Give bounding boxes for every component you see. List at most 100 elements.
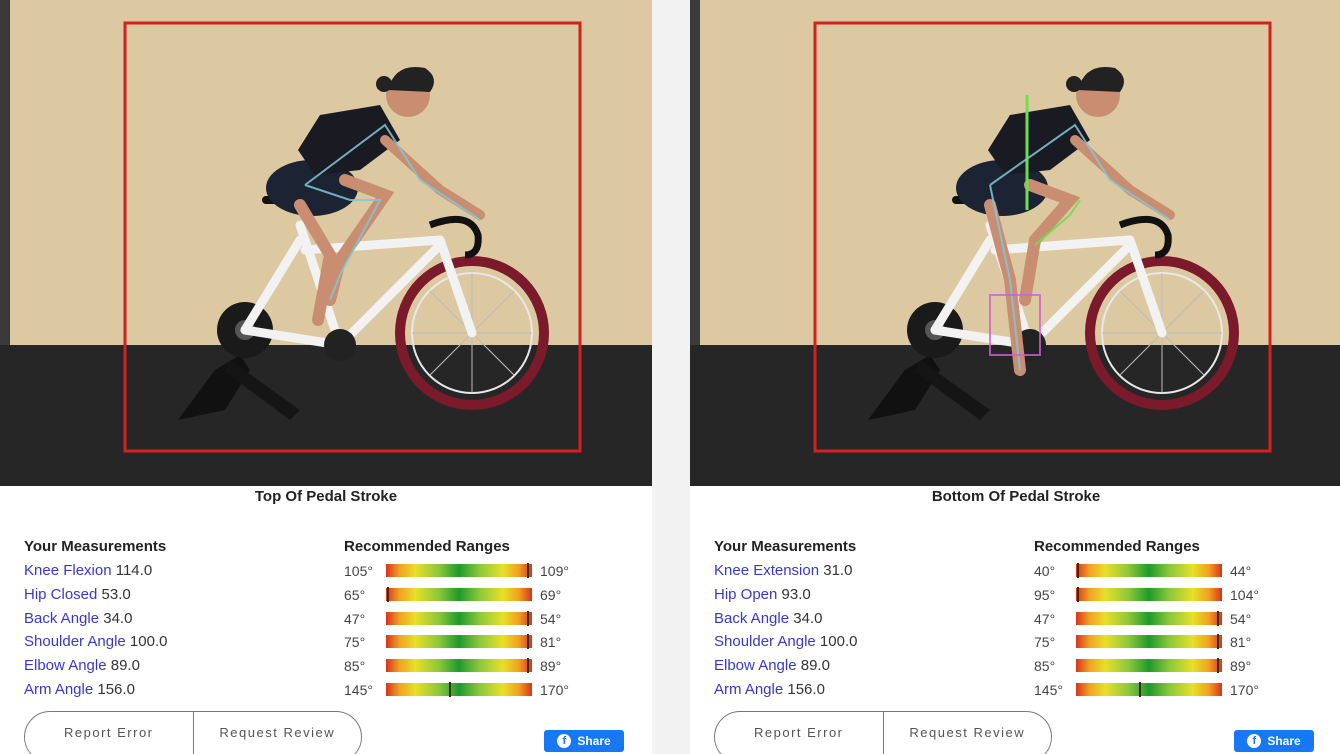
- range-marker: [387, 586, 390, 602]
- range-max: 89°: [540, 658, 562, 675]
- range-max: 54°: [1230, 610, 1252, 627]
- range-marker: [527, 658, 530, 674]
- range-marker: [1217, 610, 1220, 626]
- ranges-header: Recommended Ranges: [1034, 538, 1200, 555]
- range-min: 75°: [344, 634, 366, 651]
- measurement-value: 114.0: [115, 562, 153, 579]
- measurement-link[interactable]: Back Angle: [24, 609, 100, 627]
- range-max: 81°: [540, 634, 562, 651]
- range-max: 109°: [540, 563, 569, 579]
- range-marker: [449, 681, 452, 697]
- range-marker: [527, 610, 530, 626]
- range-row: 47° 54°: [1030, 610, 1280, 634]
- range-bar: [1076, 634, 1222, 650]
- measurement-row: Shoulder Angle 100.0: [714, 633, 857, 657]
- measurement-link[interactable]: Hip Open: [714, 585, 778, 603]
- range-min: 105°: [344, 563, 373, 579]
- measurement-link[interactable]: Shoulder Angle: [24, 633, 126, 651]
- range-bar: [386, 681, 532, 697]
- stroke-title: Top Of Pedal Stroke: [254, 488, 398, 505]
- range-max: 89°: [1230, 658, 1252, 675]
- measurement-link[interactable]: Elbow Angle: [24, 657, 107, 675]
- range-bar: [386, 586, 532, 602]
- range-min: 145°: [344, 681, 373, 698]
- measurement-link[interactable]: Knee Extension: [714, 562, 820, 579]
- measurement-link[interactable]: Shoulder Angle: [714, 633, 816, 651]
- range-min: 65°: [344, 586, 366, 603]
- ranges-list: 105° 109° 65° 69° 47° 54° 75° 81° 85° 89° 145…: [340, 562, 590, 705]
- range-max: 170°: [1230, 681, 1259, 698]
- measurement-value: 156.0: [787, 680, 825, 698]
- measurement-row: Shoulder Angle 100.0: [24, 633, 167, 657]
- range-min: 40°: [1034, 563, 1056, 579]
- range-max: 170°: [540, 681, 569, 698]
- facebook-share-button[interactable]: f Share: [544, 730, 624, 752]
- range-marker: [1217, 634, 1220, 650]
- range-bar: [1076, 563, 1222, 578]
- measurement-link[interactable]: Hip Closed: [24, 585, 98, 603]
- range-row: 145° 170°: [1030, 681, 1280, 705]
- feedback-buttons: Report Error Request Review: [24, 711, 362, 754]
- measurement-row: Knee Extension 31.0: [714, 562, 857, 586]
- range-row: 85° 89°: [1030, 657, 1280, 681]
- request-review-button[interactable]: Request Review: [192, 712, 362, 754]
- measurement-row: Arm Angle 156.0: [24, 681, 167, 705]
- measurement-row: Elbow Angle 89.0: [714, 657, 857, 681]
- feedback-buttons: Report Error Request Review: [714, 711, 1052, 754]
- range-min: 85°: [1034, 658, 1056, 675]
- measurement-row: Back Angle 34.0: [714, 610, 857, 634]
- share-label: Share: [577, 734, 611, 748]
- measurements-header: Your Measurements: [24, 538, 167, 555]
- measurements-list: Knee Extension 31.0 Hip Open 93.0 Back A…: [714, 562, 857, 705]
- measurement-value: 93.0: [781, 585, 811, 603]
- range-bar: [386, 610, 532, 626]
- cyclist-photo-bottom: [690, 0, 1340, 486]
- cyclist-photo-top: [0, 0, 652, 486]
- measurement-row: Elbow Angle 89.0: [24, 657, 167, 681]
- measurement-link[interactable]: Back Angle: [714, 609, 790, 627]
- measurement-value: 89.0: [110, 657, 140, 675]
- measurement-link[interactable]: Elbow Angle: [714, 657, 797, 675]
- range-row: 105° 109°: [340, 562, 590, 586]
- measurement-row: Knee Flexion 114.0: [24, 562, 167, 586]
- fit-panel-bottom: Bottom Of Pedal Stroke Your Measurements…: [690, 0, 1340, 754]
- request-review-button[interactable]: Request Review: [882, 712, 1052, 754]
- range-min: 85°: [344, 658, 366, 675]
- measurement-link[interactable]: Arm Angle: [24, 680, 94, 698]
- range-bar: [386, 658, 532, 674]
- report-error-button[interactable]: Report Error: [63, 724, 154, 740]
- range-row: 75° 81°: [1030, 633, 1280, 657]
- range-bar: [386, 634, 532, 650]
- range-marker: [1139, 681, 1142, 697]
- report-error-button[interactable]: Report Error: [753, 724, 844, 740]
- range-min: 145°: [1034, 681, 1063, 698]
- measurement-row: Hip Open 93.0: [714, 586, 857, 610]
- range-row: 75° 81°: [340, 633, 590, 657]
- range-marker: [1217, 658, 1220, 674]
- range-min: 75°: [1034, 634, 1056, 651]
- facebook-share-button[interactable]: f Share: [1234, 730, 1314, 752]
- measurement-value: 89.0: [800, 657, 830, 675]
- ranges-list: 40° 44° 95° 104° 47° 54° 75° 81° 85° 89° 145°…: [1030, 562, 1280, 705]
- measurement-link[interactable]: Knee Flexion: [24, 562, 112, 579]
- range-bar: [1076, 658, 1222, 674]
- facebook-icon: f: [1247, 734, 1262, 748]
- range-max: 54°: [540, 610, 562, 627]
- range-marker: [527, 634, 530, 650]
- measurement-value: 100.0: [129, 633, 168, 651]
- measurement-row: Hip Closed 53.0: [24, 586, 167, 610]
- ranges-header: Recommended Ranges: [344, 538, 510, 555]
- range-row: 145° 170°: [340, 681, 590, 705]
- measurements-header: Your Measurements: [714, 538, 857, 555]
- range-marker: [1077, 563, 1080, 578]
- measurement-value: 53.0: [101, 585, 131, 603]
- facebook-icon: f: [557, 734, 572, 748]
- range-row: 85° 89°: [340, 657, 590, 681]
- measurement-link[interactable]: Arm Angle: [714, 680, 784, 698]
- measurement-value: 100.0: [819, 633, 858, 651]
- measurement-value: 34.0: [793, 609, 823, 627]
- share-label: Share: [1267, 734, 1301, 748]
- range-max: 104°: [1230, 586, 1259, 603]
- range-row: 95° 104°: [1030, 586, 1280, 610]
- measurement-value: 31.0: [823, 562, 853, 579]
